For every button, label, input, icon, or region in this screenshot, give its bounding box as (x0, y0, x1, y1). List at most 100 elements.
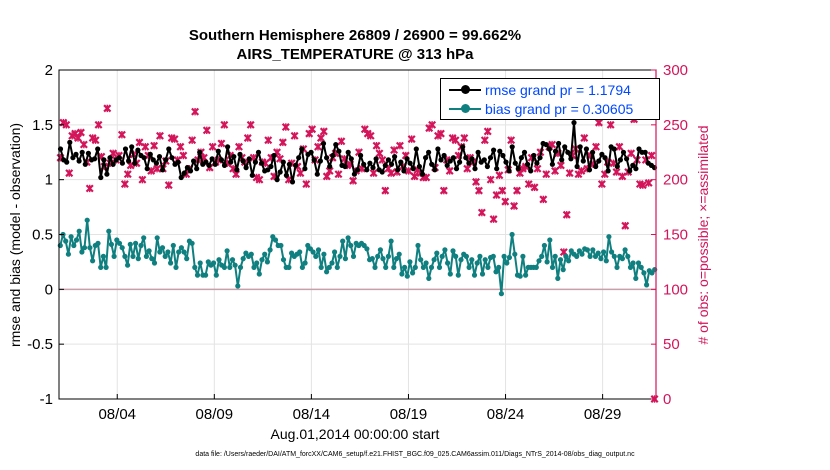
obs-marker (164, 181, 173, 190)
rmse-point (463, 155, 469, 161)
rmse-point (379, 169, 385, 175)
rmse-point (574, 163, 580, 170)
rmse-point (252, 159, 258, 165)
x-axis-label: Aug.01,2014 00:00:00 start (270, 426, 440, 442)
rmse-point (64, 159, 70, 165)
rmse-point (104, 171, 110, 177)
rmse-point (537, 155, 543, 161)
obs-marker (153, 164, 162, 173)
bias-point (76, 228, 82, 234)
obs-marker (314, 142, 322, 151)
rmse-point (274, 177, 280, 183)
bias-point (418, 257, 424, 263)
obs-marker (428, 120, 437, 129)
bias-point (506, 254, 512, 261)
bias-point (342, 256, 348, 262)
bias-point (533, 264, 539, 270)
rmse-point (82, 161, 88, 167)
rmse-point (552, 148, 559, 154)
rmse-point (317, 158, 323, 164)
obs-marker (486, 175, 495, 184)
obs-marker (296, 169, 305, 178)
bias-point (439, 253, 445, 259)
bias-point (563, 253, 569, 259)
rmse-point (67, 139, 73, 145)
bias-point (431, 257, 437, 263)
rmse-point (515, 166, 521, 172)
bias-point (192, 264, 198, 270)
obs-marker (533, 164, 542, 173)
rmse-point (404, 156, 410, 162)
rmse-point (370, 165, 376, 171)
obs-marker (606, 120, 615, 129)
rmse-point (364, 167, 370, 173)
bias-series (57, 217, 658, 297)
bias-point (256, 271, 262, 277)
bias-point (627, 264, 634, 270)
bias-point (176, 249, 182, 255)
rmse-point (156, 154, 163, 160)
bias-point (557, 257, 564, 263)
bias-point (119, 245, 125, 251)
rmse-point (506, 168, 512, 174)
bias-point (635, 260, 642, 266)
bias-point (286, 264, 292, 270)
bias-point (555, 275, 561, 281)
bias-point (125, 262, 131, 268)
bias-point (541, 242, 548, 249)
bias-point (237, 264, 244, 270)
bias-point (364, 246, 370, 252)
rmse-point (562, 144, 568, 150)
obs-marker (510, 202, 519, 210)
obs-marker (647, 151, 656, 160)
bias-point (146, 248, 152, 254)
rmse-point (221, 162, 228, 168)
rmse-point (373, 156, 379, 162)
bias-point (170, 242, 176, 249)
rmse-point (358, 152, 364, 159)
bias-point (321, 251, 327, 257)
bias-point (84, 217, 90, 223)
x-axis-tick-labels: 08/04 08/09 08/14 08/19 08/24 08/29 (98, 406, 621, 423)
rmse-point (500, 152, 506, 159)
y-tick-label-right: 300 (663, 62, 688, 79)
rmse-point (289, 179, 296, 185)
rmse-point (361, 161, 367, 167)
rmse-point (438, 157, 444, 163)
bias-point (377, 247, 383, 253)
bias-point (216, 257, 222, 263)
rmse-point (543, 142, 549, 148)
bias-point (127, 241, 133, 247)
bias-point (536, 258, 542, 264)
obs-marker (451, 136, 460, 145)
bias-point (138, 242, 144, 249)
obs-marker (372, 141, 381, 150)
rmse-point (194, 166, 200, 172)
legend-item-bias: bias grand pr = 0.30605 (441, 100, 659, 118)
bias-point (189, 240, 195, 246)
x-tick-label: 08/29 (584, 406, 622, 423)
bias-point (108, 241, 114, 247)
bias-point (423, 260, 429, 266)
bias-point (57, 242, 63, 249)
obs-marker (495, 171, 504, 180)
bias-point (63, 238, 69, 244)
bias-point (428, 264, 435, 270)
rmse-point (225, 144, 231, 150)
rmse-point (432, 167, 438, 173)
rmse-point (590, 149, 596, 155)
rmse-point (385, 157, 391, 163)
bias-point (560, 267, 566, 273)
rmse-point (302, 166, 308, 172)
obs-marker (337, 137, 346, 146)
bias-point (111, 253, 117, 259)
bias-point (490, 253, 496, 259)
bias-point (606, 234, 612, 240)
bias-point (149, 256, 155, 262)
rmse-point (382, 162, 388, 168)
bias-point (509, 231, 515, 238)
bias-point (251, 264, 257, 270)
rmse-point (141, 155, 147, 161)
rmse-point (614, 163, 620, 170)
rmse-point (602, 155, 608, 161)
